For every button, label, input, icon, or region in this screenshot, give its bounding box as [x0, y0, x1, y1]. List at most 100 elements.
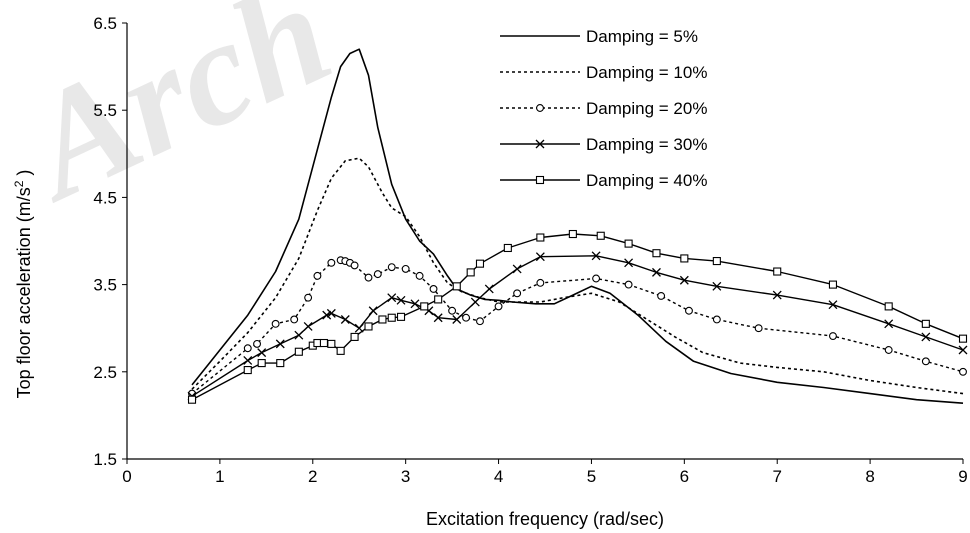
point-damping-20 [494, 302, 503, 311]
point-damping-30 [470, 297, 480, 307]
point-damping-40 [276, 359, 285, 368]
y-tick-label: 3.5 [93, 276, 117, 295]
point-damping-30 [679, 275, 689, 285]
x-tick-label: 0 [122, 467, 131, 486]
y-axis-title-sup: 2 [12, 180, 26, 187]
point-damping-30 [387, 293, 397, 303]
x-tick-label: 9 [958, 467, 967, 486]
point-damping-20 [657, 291, 666, 300]
point-damping-30 [484, 284, 494, 294]
point-damping-20 [253, 339, 261, 348]
point-damping-40 [364, 322, 373, 331]
point-damping-30 [275, 339, 285, 349]
point-damping-20 [476, 317, 484, 326]
series-damping-5 [191, 48, 964, 404]
point-damping-20 [685, 306, 693, 315]
point-damping-40 [712, 257, 721, 266]
y-tick-label: 1.5 [93, 450, 117, 469]
point-damping-20 [462, 313, 470, 322]
point-damping-40 [536, 233, 545, 242]
point-damping-30 [294, 330, 304, 340]
series-damping-10 [191, 157, 964, 395]
point-damping-30 [433, 313, 443, 323]
point-damping-30 [712, 281, 722, 291]
point-damping-40 [313, 338, 322, 348]
point-damping-40 [828, 280, 838, 289]
series-damping-20 [188, 256, 967, 398]
point-damping-20 [373, 270, 382, 279]
point-damping-20 [313, 271, 322, 280]
legend-label-damping-20: Damping = 20% [586, 99, 707, 118]
point-damping-40 [336, 346, 345, 355]
x-tick-label: 7 [772, 467, 781, 486]
y-axis-title-tail: ) [14, 170, 34, 181]
point-damping-30 [624, 258, 634, 268]
point-damping-20 [364, 273, 373, 282]
point-damping-30 [396, 295, 406, 305]
point-damping-20 [387, 263, 396, 272]
point-damping-40 [387, 313, 396, 322]
point-damping-30 [410, 299, 420, 309]
x-tick-label: 3 [401, 467, 410, 486]
x-axis-title: Excitation frequency (rad/sec) [426, 509, 664, 529]
point-damping-40 [773, 267, 782, 276]
point-damping-40 [680, 254, 689, 263]
point-damping-20 [350, 261, 359, 270]
x-tick-label: 5 [587, 467, 596, 486]
y-tick-label: 2.5 [93, 363, 117, 382]
point-damping-40 [921, 319, 930, 328]
point-damping-40 [243, 366, 252, 375]
legend-label-damping-10: Damping = 10% [586, 63, 707, 82]
y-axis-title-main: Top floor acceleration (m/s [14, 187, 34, 398]
point-damping-30 [535, 252, 545, 262]
point-damping-40 [420, 302, 429, 311]
point-damping-40 [652, 249, 661, 258]
series-damping-30 [187, 251, 968, 401]
point-damping-40 [257, 359, 266, 368]
point-damping-30 [243, 356, 253, 365]
x-tick-label: 6 [680, 467, 689, 486]
x-tick-label: 1 [215, 467, 224, 486]
point-damping-20 [327, 258, 336, 267]
point-damping-40 [350, 332, 359, 341]
watermark-text: Arch [0, 0, 353, 233]
point-damping-40 [327, 339, 336, 348]
point-damping-20 [401, 264, 410, 273]
point-damping-30 [591, 251, 601, 261]
point-damping-40 [958, 334, 968, 343]
point-damping-40 [568, 229, 577, 239]
point-damping-20 [415, 271, 424, 280]
y-tick-label: 6.5 [93, 14, 117, 33]
point-damping-20 [592, 274, 601, 283]
point-damping-20 [536, 278, 545, 287]
point-damping-30 [257, 348, 267, 358]
point-damping-30 [452, 315, 462, 324]
point-damping-30 [921, 332, 931, 342]
point-damping-20 [921, 357, 930, 366]
point-damping-20 [624, 280, 633, 289]
point-damping-20 [290, 315, 299, 324]
y-axis-title: Top floor acceleration (m/s2 ) [12, 170, 34, 399]
point-damping-20 [712, 315, 721, 324]
legend: Damping = 5% Damping = 10% Damping = 20% Da… [500, 27, 707, 190]
point-damping-40 [884, 302, 893, 311]
axes [126, 23, 963, 460]
series-line-damping-10 [191, 157, 964, 395]
point-damping-20 [271, 319, 280, 328]
legend-label-damping-40: Damping = 40% [586, 171, 707, 190]
point-damping-30 [303, 321, 313, 331]
legend-label-damping-5: Damping = 5% [586, 27, 698, 46]
x-tick-label: 4 [494, 467, 503, 486]
point-damping-40 [466, 268, 475, 277]
legend-marker-damping-40 [535, 175, 545, 185]
x-tick-label: 8 [865, 467, 874, 486]
y-tick-label: 5.5 [93, 101, 117, 120]
point-damping-20 [829, 332, 837, 340]
series-line-damping-5 [191, 48, 964, 404]
point-damping-30 [340, 315, 350, 324]
legend-marker-damping-30 [535, 139, 545, 149]
point-damping-40 [187, 395, 197, 404]
legend-marker-damping-20 [536, 104, 544, 112]
point-damping-20 [959, 367, 967, 376]
